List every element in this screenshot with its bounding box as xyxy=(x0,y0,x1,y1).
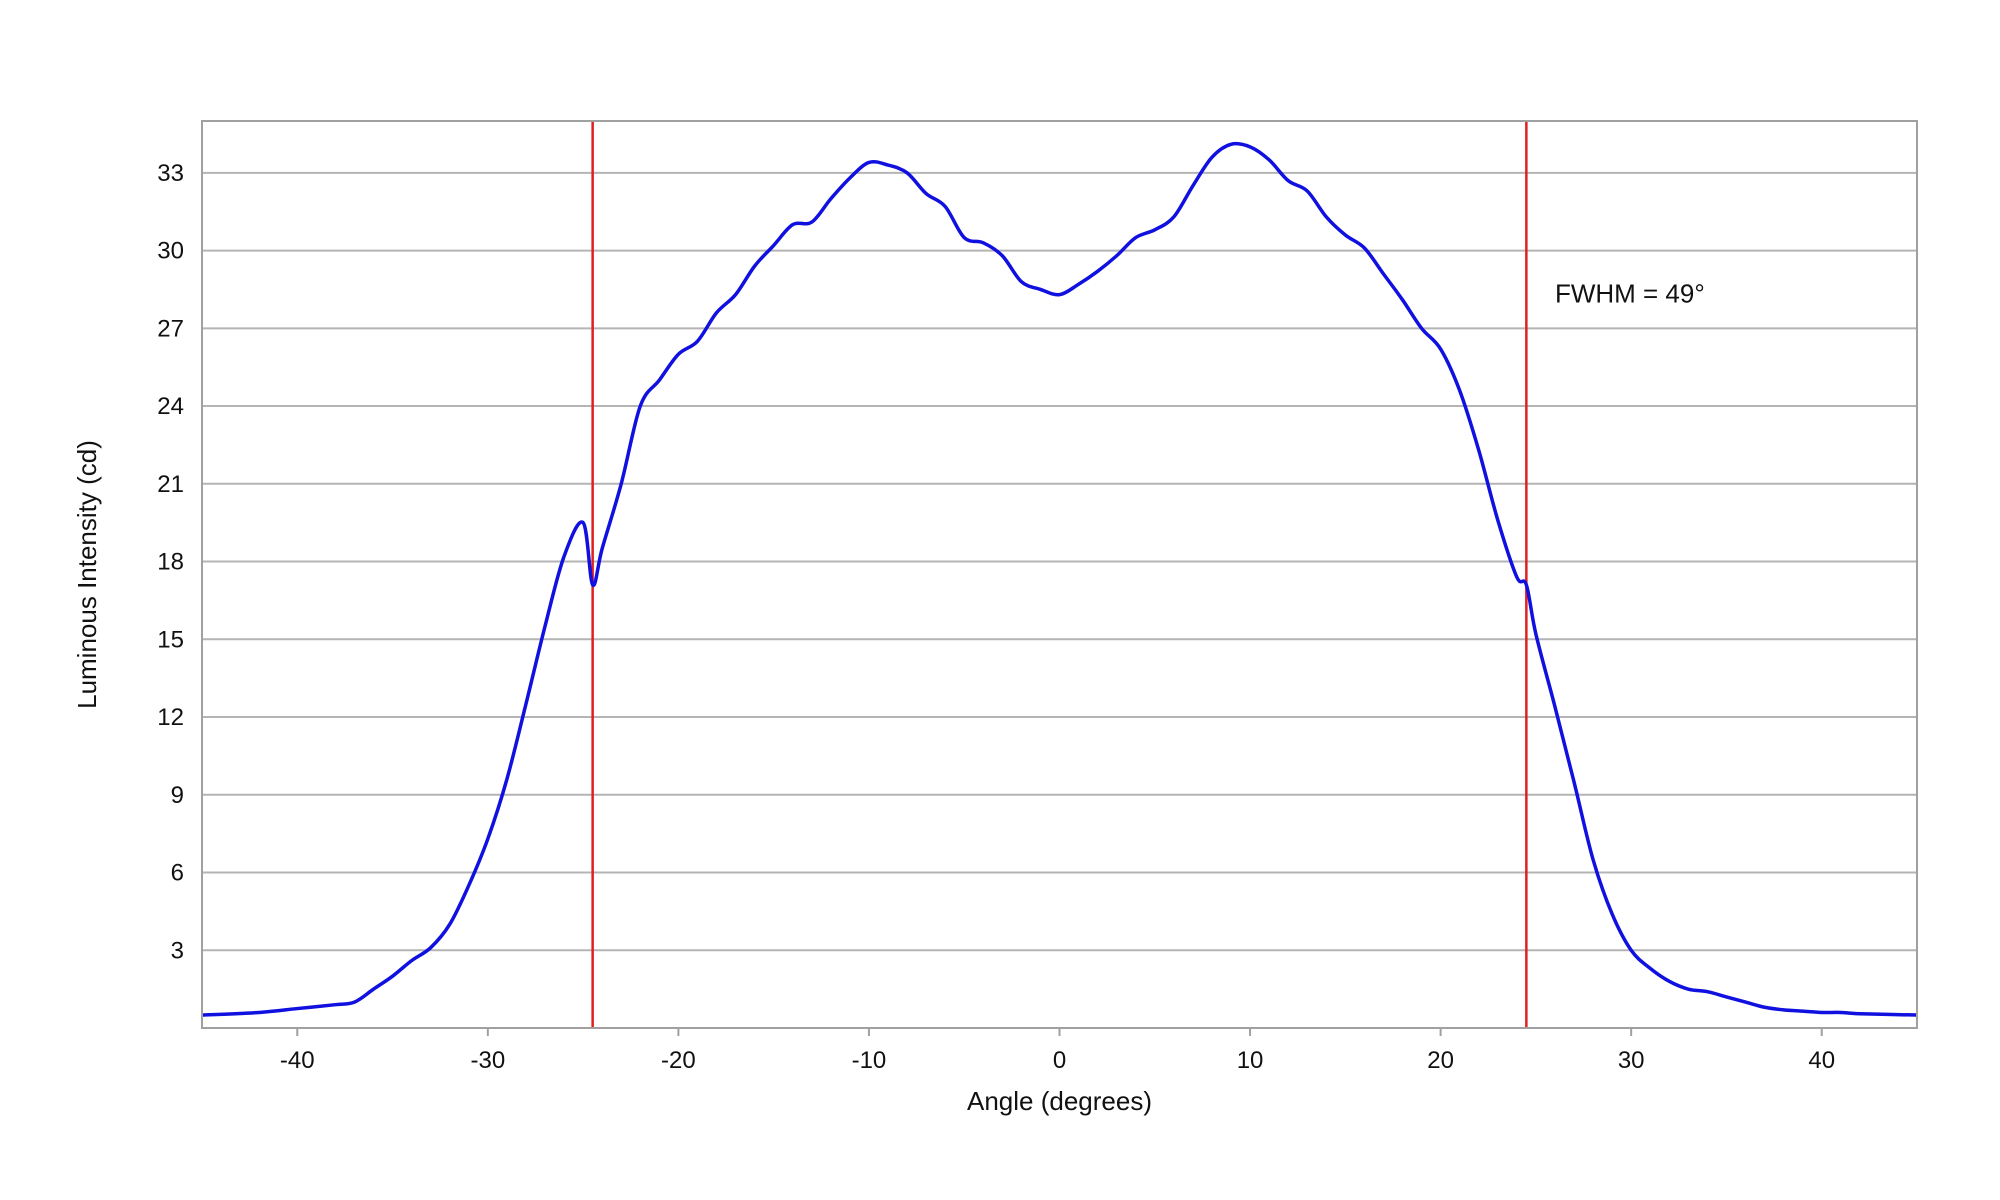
y-axis-ticks: 3 6 9 12 15 18 21 24 27 30 33 xyxy=(157,160,184,964)
annotations: FWHM = 49° xyxy=(1555,278,1705,308)
y-tick-label: 12 xyxy=(157,704,184,731)
series-line xyxy=(201,141,1918,1017)
y-tick-label: 33 xyxy=(157,160,184,187)
x-tick-label: 40 xyxy=(1808,1047,1835,1074)
x-axis-ticks: -40 -30 -20 -10 0 10 20 30 40 xyxy=(280,1028,1835,1074)
fwhm-annotation: FWHM = 49° xyxy=(1555,278,1705,308)
plot-frame xyxy=(201,120,1918,1029)
x-tick-label: 10 xyxy=(1237,1047,1264,1074)
y-tick-label: 18 xyxy=(157,549,184,576)
series-layer xyxy=(201,141,1918,1017)
x-tick-label: -20 xyxy=(661,1047,696,1074)
fwhm-markers xyxy=(591,121,1528,1028)
y-tick-label: 30 xyxy=(157,238,184,265)
y-tick-label: 21 xyxy=(157,471,184,498)
y-axis-title: Luminous Intensity (cd) xyxy=(72,440,102,709)
y-tick-label: 27 xyxy=(157,315,184,342)
y-tick-label: 6 xyxy=(171,860,184,887)
x-tick-label: -40 xyxy=(280,1047,315,1074)
y-tick-label: 9 xyxy=(171,782,184,809)
y-tick-label: 3 xyxy=(171,937,184,964)
grid-layer xyxy=(202,171,1917,952)
x-tick-label: 30 xyxy=(1618,1047,1645,1074)
x-tick-label: -30 xyxy=(470,1047,505,1074)
y-tick-label: 15 xyxy=(157,626,184,653)
x-tick-label: 20 xyxy=(1427,1047,1454,1074)
y-tick-label: 24 xyxy=(157,393,184,420)
x-tick-label: -10 xyxy=(852,1047,887,1074)
x-axis-title: Angle (degrees) xyxy=(967,1086,1152,1116)
x-tick-label: 0 xyxy=(1053,1047,1066,1074)
